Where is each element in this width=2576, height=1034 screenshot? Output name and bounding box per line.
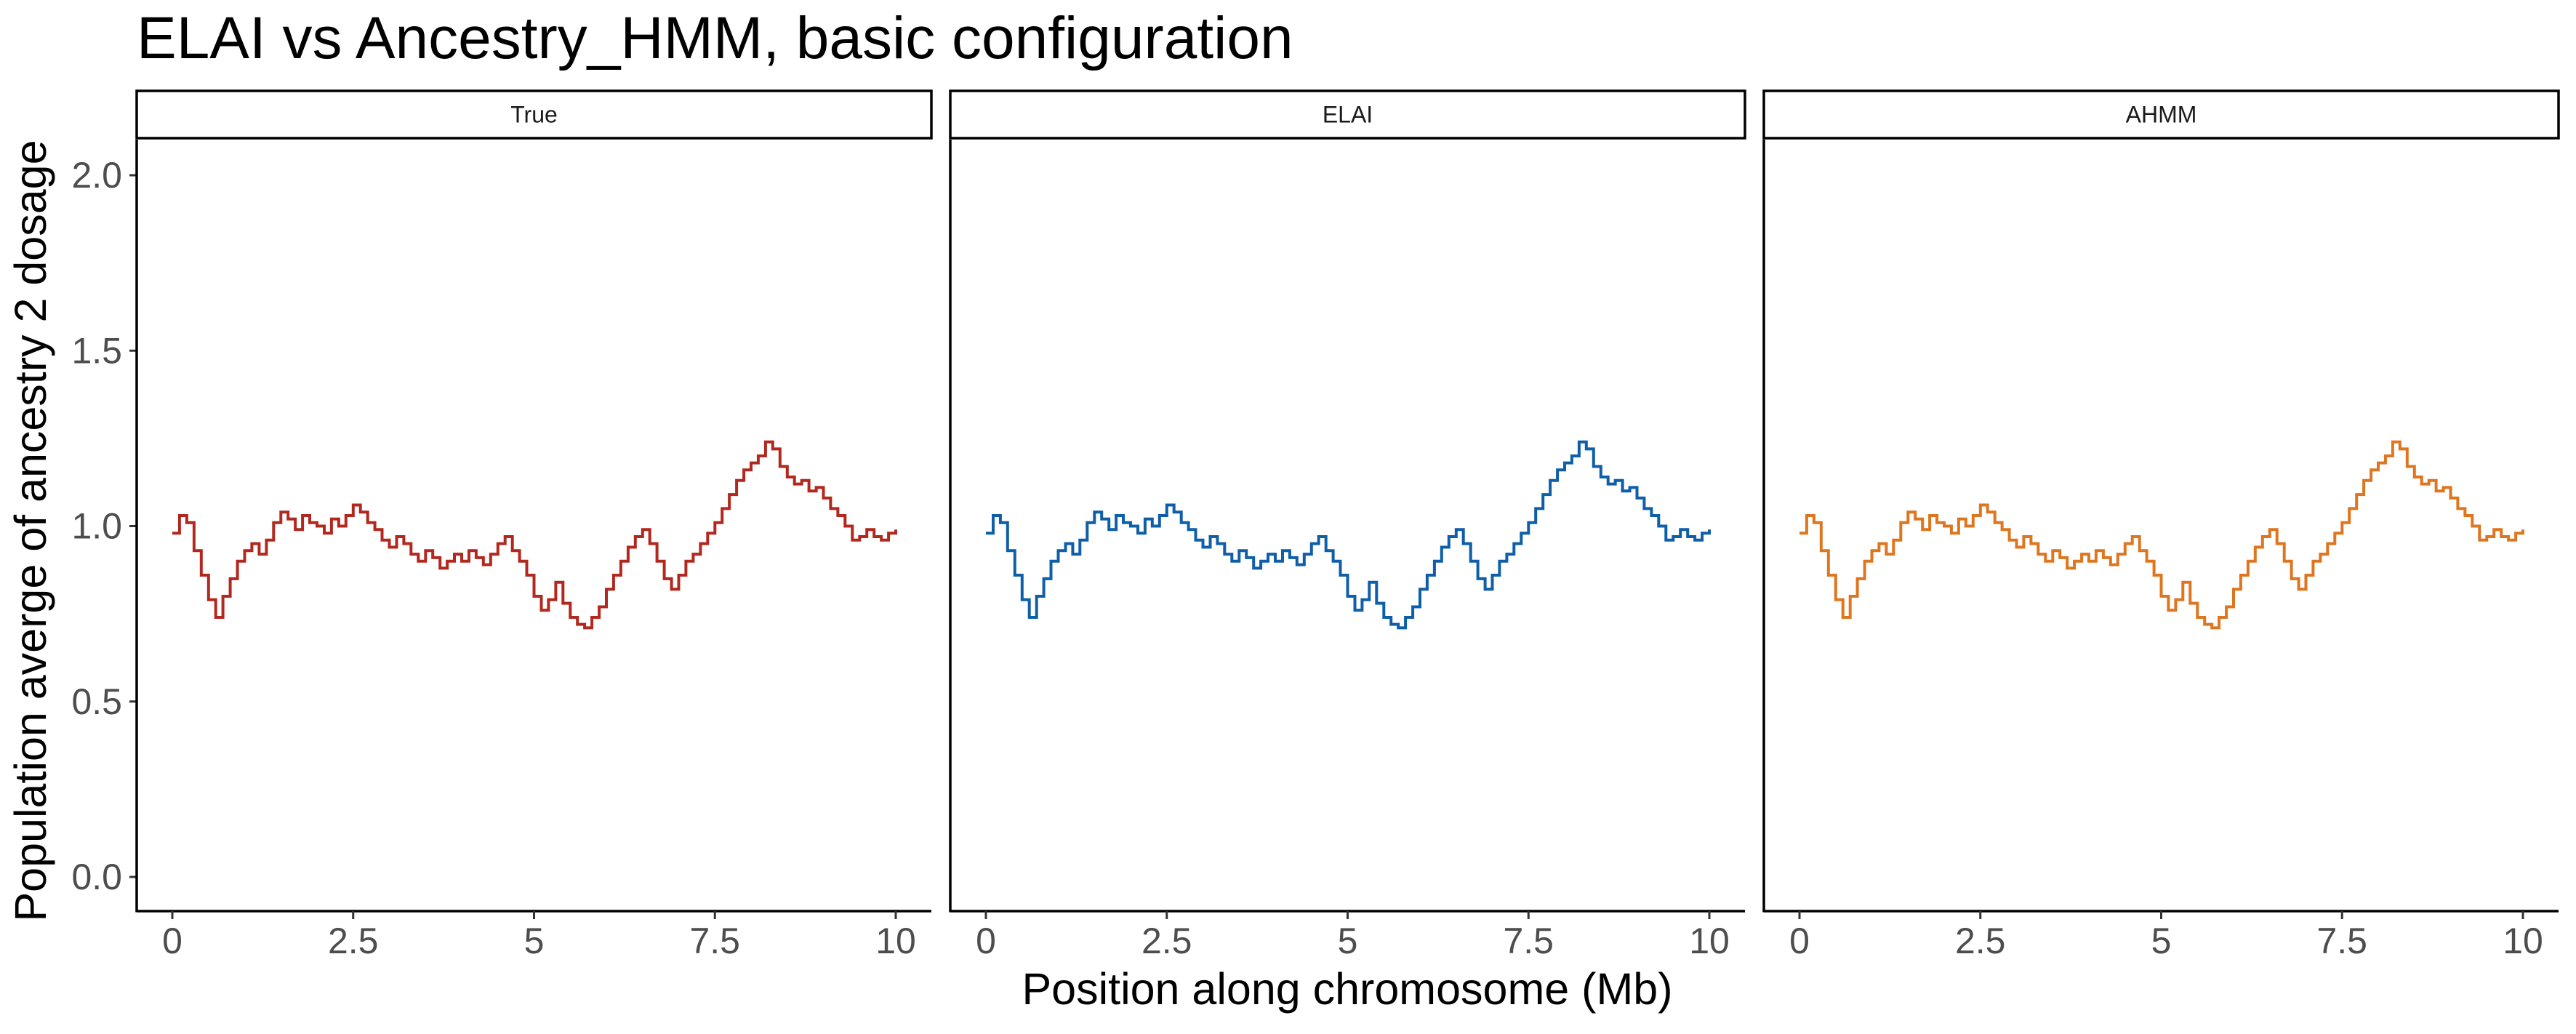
- y-axis-title: Population averge of ancestry 2 dosage: [6, 140, 55, 921]
- series-line-true: [172, 440, 897, 630]
- facet-strip-label: ELAI: [1323, 102, 1373, 128]
- x-tick-label: 0: [1789, 921, 1810, 961]
- chart-title: ELAI vs Ancestry_HMM, basic configuratio…: [137, 5, 1293, 71]
- y-tick-label: 1.0: [71, 506, 122, 547]
- x-tick-label: 2.5: [328, 921, 379, 961]
- x-tick-label: 7.5: [1503, 921, 1554, 961]
- facet-strip-label: AHMM: [2126, 102, 2197, 128]
- facet-panel-ahmm: AHMM 0 2.5 5 7.5 10: [1762, 89, 2560, 961]
- x-tick-label: 0: [976, 921, 996, 961]
- series-line-elai: [986, 440, 1711, 630]
- facet-strip: [1762, 89, 2560, 140]
- facet-strip: [949, 89, 1746, 140]
- x-tick-label: 7.5: [2316, 921, 2367, 961]
- facet-strip-label: True: [510, 102, 558, 128]
- facet-panel-true: True 0 2.5 5 7.5 10: [135, 89, 933, 961]
- x-tick-label: 5: [524, 921, 545, 961]
- x-tick-label: 2.5: [1955, 921, 2006, 961]
- x-tick-label: 10: [2503, 921, 2543, 961]
- x-tick-label: 5: [2151, 921, 2172, 961]
- x-tick-label: 5: [1338, 921, 1358, 961]
- facet-panels: True 0 2.5 5 7.5 10 ELAI 0 2.5 5 7.5 10 AHMM 0 2.5 5 7.5…: [135, 89, 2560, 961]
- x-tick-label: 0: [162, 921, 182, 961]
- x-tick-label: 10: [875, 921, 916, 961]
- y-tick-label: 0.5: [71, 681, 122, 722]
- facet-strip: [135, 89, 933, 140]
- x-tick-label: 10: [1689, 921, 1730, 961]
- y-tick-label: 2.0: [71, 155, 122, 196]
- y-tick-label: 0.0: [71, 857, 122, 897]
- series-line-ahmm: [1799, 440, 2524, 630]
- x-tick-label: 2.5: [1141, 921, 1192, 961]
- y-tick-label: 1.5: [71, 330, 122, 371]
- x-axis-title: Position along chromosome (Mb): [1022, 964, 1672, 1014]
- y-axis: 0.0 0.5 1.0 1.5 2.0: [71, 155, 137, 897]
- facet-panel-elai: ELAI 0 2.5 5 7.5 10: [949, 89, 1746, 961]
- x-tick-label: 7.5: [689, 921, 740, 961]
